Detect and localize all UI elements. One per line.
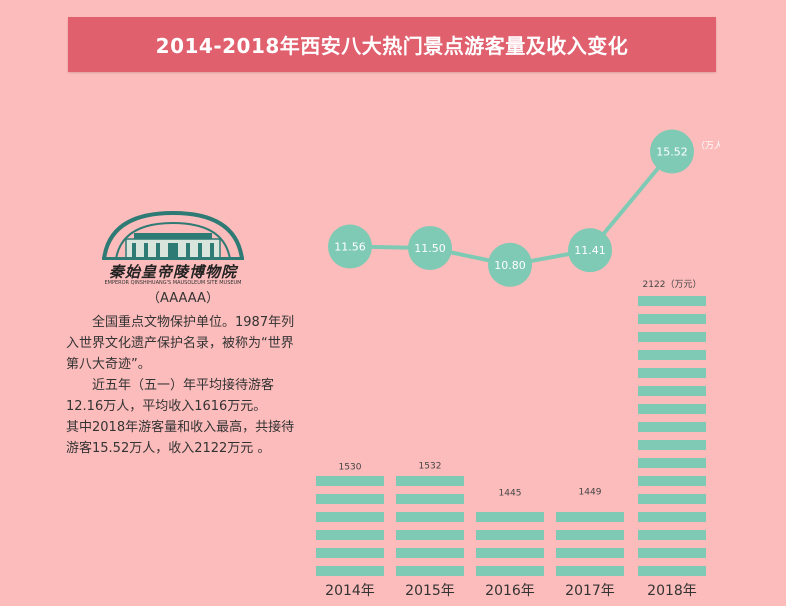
bar-segment [556,512,624,522]
line-value-label: 11.56 [334,241,366,254]
bar-segment [638,314,706,324]
bar-segment [638,422,706,432]
bar-value-label: 1445 [499,489,522,499]
bar-segment [476,530,544,540]
bar-segment [556,566,624,576]
x-tick-label: 2016年 [485,583,535,599]
bar-segment [638,548,706,558]
bar-segment [396,530,464,540]
logo-subtitle: EMPEROR QINSHIHUANG'S MAUSOLEUM SITE MUS… [104,280,242,286]
line-value-label: 11.50 [414,242,446,255]
chart-area: 1530 1532 1445 1449 2122（万元） 11.56 11.50 10.80 1… [316,129,720,599]
bar-segment [638,404,706,414]
bar-segment [396,494,464,504]
chart-title: 2014-2018年西安八大热门景点游客量及收入变化 [155,34,629,58]
bar-segment [638,440,706,450]
bar-0 [316,476,384,576]
x-tick-label: 2018年 [647,583,697,599]
line-value-label: 11.41 [574,244,606,257]
bar-segment [396,476,464,486]
bar-3 [556,512,624,576]
bar-segment [316,512,384,522]
line-point [568,228,612,273]
bar-segment [638,296,706,306]
bar-value-label: 1530 [339,462,362,472]
bar-4 [638,296,706,576]
bar-segment [316,494,384,504]
bar-segment [316,566,384,576]
bar-segment [638,368,706,378]
bar-value-label: 2122（万元） [643,279,702,290]
bar-segment [396,512,464,522]
description-para-1: 全国重点文物保护单位。1987年列入世界文化遗产保护名录，被称为“世界第八大奇迹… [66,315,295,372]
x-tick-label: 2014年 [325,583,375,599]
bar-segment [638,386,706,396]
line-point [408,226,452,270]
bar-segment [396,548,464,558]
x-tick-label: 2017年 [565,583,615,599]
bar-segment [638,476,706,486]
bar-segment [396,566,464,576]
bar-segment [638,566,706,576]
line-point [650,129,694,174]
bar-segment [638,458,706,468]
line-point [328,224,372,269]
bar-segment [556,548,624,558]
bar-2 [476,512,544,576]
description-para-3: 其中2018年游客量和收入最高，共接待游客15.52万人，收入2122万元 。 [66,420,295,456]
bar-segment [476,512,544,522]
bar-segment [316,548,384,558]
description-panel: （AAAAA） 全国重点文物保护单位。1987年列入世界文化遗产保护名录，被称为… [66,288,300,459]
bar-1 [396,476,464,576]
line-unit-label: （万人） [696,141,720,152]
grade-label: （AAAAA） [147,291,219,306]
bar-segment [316,530,384,540]
bar-segment [638,494,706,504]
bar-segment [316,476,384,486]
x-tick-label: 2015年 [405,583,455,599]
title-banner: 2014-2018年西安八大热门景点游客量及收入变化 [68,17,716,72]
logo-name: 秦始皇帝陵博物院 [108,263,237,281]
line-point [488,242,532,287]
bar-segment [638,512,706,522]
bar-segment [556,530,624,540]
bar-value-label: 1449 [579,487,602,497]
bar-segment [476,566,544,576]
museum-logo: 秦始皇帝陵博物院 EMPEROR QINSHIHUANG'S MAUSOLEUM… [102,209,244,289]
bar-segment [638,350,706,360]
line-value-label: 15.52 [656,146,688,159]
bar-segment [638,332,706,342]
museum-building-icon [102,210,244,260]
bar-segment [638,530,706,540]
line-value-label: 10.80 [494,259,526,272]
description-para-2: 近五年（五一）年平均接待游客12.16万人，平均收入1616万元。 [66,378,275,414]
bar-segment [476,548,544,558]
bar-value-label: 1532 [419,462,442,472]
